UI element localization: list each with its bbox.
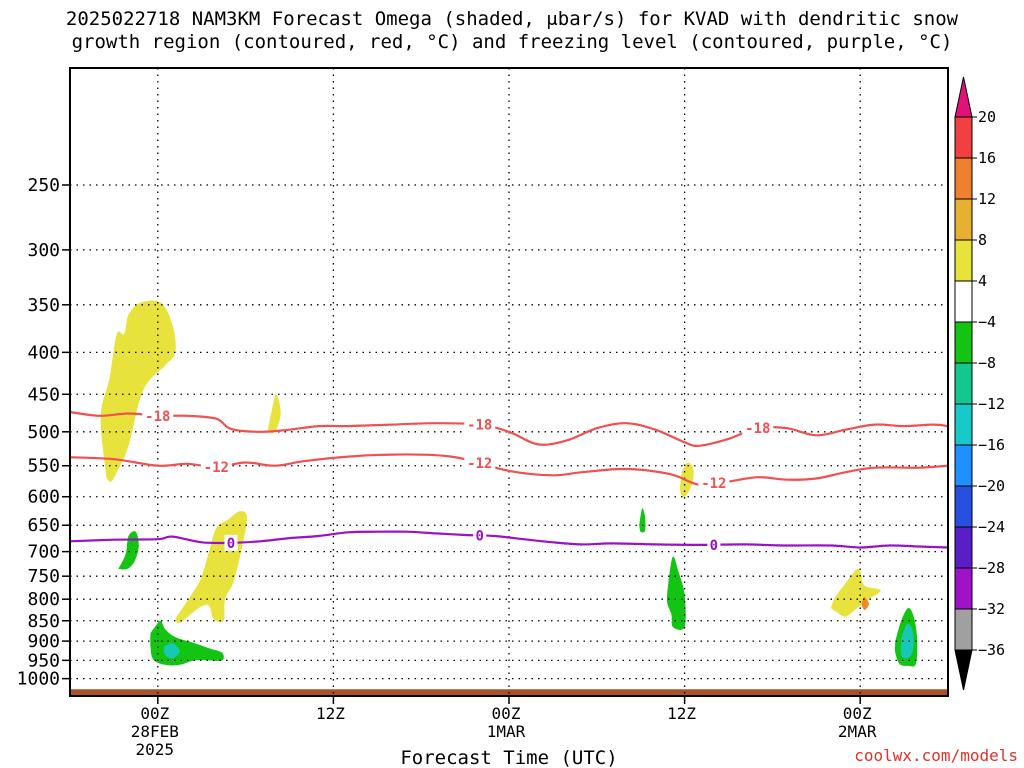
colorbar-label-4: 4	[978, 272, 987, 290]
y-tick-label-550: 550	[27, 456, 60, 477]
x-tick-label-48-1: 2MAR	[838, 722, 877, 741]
colorbar-label-7: −12	[978, 395, 1005, 413]
omega-region-5	[861, 596, 869, 611]
colorbar-bottom-arrow	[954, 649, 973, 691]
x-tick-label-0-1: 28FEB	[131, 722, 179, 741]
site-credit[interactable]: coolwx.com/models	[854, 746, 1018, 765]
x-tick-label-24-1: 1MAR	[487, 722, 526, 741]
omega-region-9	[666, 556, 686, 630]
contour-label-2-1: 0	[476, 528, 484, 544]
colorbar-label-12: −32	[978, 600, 1005, 618]
colorbar-top-arrow	[954, 76, 973, 118]
colorbar-label-11: −28	[978, 559, 1005, 577]
omega-region-12	[900, 623, 914, 659]
y-tick-label-850: 850	[27, 611, 60, 632]
x-tick-label-48-0: 00Z	[843, 704, 872, 723]
contour-label-2-0: 0	[227, 536, 235, 552]
colorbar-label-5: −4	[978, 313, 996, 331]
omega-region-6	[118, 531, 139, 570]
chart-title-line-2: growth region (contoured, red, °C) and f…	[71, 31, 953, 53]
x-tick-label-12-0: 12Z	[316, 704, 345, 723]
colorbar-bin-2	[954, 198, 973, 241]
colorbar-bin-0	[954, 116, 973, 159]
contour-line-2	[69, 530, 949, 549]
grid-layer	[70, 68, 948, 696]
contour-label-1-1: -12	[467, 456, 492, 472]
omega-region-0	[100, 300, 176, 482]
omega-region-1	[267, 394, 281, 434]
colorbar-label-13: −36	[978, 641, 1005, 659]
colorbar-bin-10	[954, 526, 973, 569]
omega-region-2	[175, 511, 248, 624]
colorbar-bin-11	[954, 567, 973, 610]
colorbar-label-6: −8	[978, 354, 996, 372]
colorbar: 20 16 12 8 4 −4 −8 −12 −16 −20 −24 −28 −32 −36	[954, 76, 1005, 691]
omega-region-7	[150, 620, 224, 666]
y-tick-label-250: 250	[27, 175, 60, 196]
colorbar-bin-7	[954, 403, 973, 446]
omega-region-4	[830, 568, 881, 617]
y-tick-label-300: 300	[27, 240, 60, 261]
y-tick-label-650: 650	[27, 515, 60, 536]
contour-layer: -18 -18 -18 -12 -12 -12 0 0 0	[69, 407, 949, 554]
x-tick-label-36-0: 12Z	[667, 704, 696, 723]
contour-label-1-0: -12	[204, 460, 229, 476]
colorbar-bin-9	[954, 485, 973, 528]
y-tick-label-400: 400	[27, 342, 60, 363]
contour-line-0	[69, 410, 949, 448]
colorbar-bin-4	[954, 280, 973, 323]
colorbar-label-3: 8	[978, 231, 987, 249]
y-tick-label-350: 350	[27, 295, 60, 316]
contour-label-bg-0-2	[742, 420, 774, 437]
contour-label-1-2: -12	[701, 476, 726, 492]
colorbar-bin-6	[954, 362, 973, 405]
x-axis-label: Forecast Time (UTC)	[400, 747, 617, 768]
x-tick-label-0-2: 2025	[136, 740, 175, 759]
colorbar-label-1: 16	[978, 149, 996, 167]
contour-label-bg-0-0	[142, 407, 174, 424]
contour-label-2-2: 0	[710, 538, 718, 554]
contour-label-bg-1-0	[200, 459, 232, 476]
y-tick-label-500: 500	[27, 422, 60, 443]
colorbar-label-2: 12	[978, 190, 996, 208]
colorbar-bin-1	[954, 157, 973, 200]
y-tick-label-700: 700	[27, 542, 60, 563]
contour-label-bg-0-1	[464, 416, 496, 433]
contour-label-0-2: -18	[745, 421, 770, 437]
y-tick-label-900: 900	[27, 631, 60, 652]
contour-label-bg-2-0	[224, 534, 238, 551]
y-tick-label-1000: 1000	[17, 669, 60, 690]
y-tick-label-950: 950	[27, 650, 60, 671]
y-tick-label-600: 600	[27, 487, 60, 508]
colorbar-label-0: 20	[978, 108, 996, 126]
contour-label-bg-1-2	[698, 475, 730, 492]
chart-title-line-1: 2025022718 NAM3KM Forecast Omega (shaded…	[65, 8, 959, 30]
contour-label-0-1: -18	[467, 418, 492, 434]
contour-label-bg-1-1	[464, 455, 496, 472]
omega-shading-layer	[100, 300, 918, 667]
contour-label-bg-2-1	[473, 527, 487, 544]
colorbar-label-9: −20	[978, 477, 1005, 495]
omega-region-11	[163, 643, 180, 659]
colorbar-bin-5	[954, 321, 973, 364]
colorbar-bin-12	[954, 608, 973, 651]
y-tick-label-450: 450	[27, 384, 60, 405]
x-tick-label-24-0: 00Z	[492, 704, 521, 723]
colorbar-label-8: −16	[978, 436, 1005, 454]
colorbar-bin-3	[954, 239, 973, 282]
y-tick-label-750: 750	[27, 566, 60, 587]
contour-label-0-0: -18	[145, 409, 170, 425]
contour-label-bg-2-2	[707, 536, 721, 553]
y-tick-label-800: 800	[27, 589, 60, 610]
omega-region-8	[639, 508, 646, 533]
colorbar-label-10: −24	[978, 518, 1005, 536]
x-tick-label-0-0: 00Z	[140, 704, 169, 723]
colorbar-bin-8	[954, 444, 973, 487]
y-axis: 2503003504004505005506006507007508008509…	[17, 175, 70, 690]
